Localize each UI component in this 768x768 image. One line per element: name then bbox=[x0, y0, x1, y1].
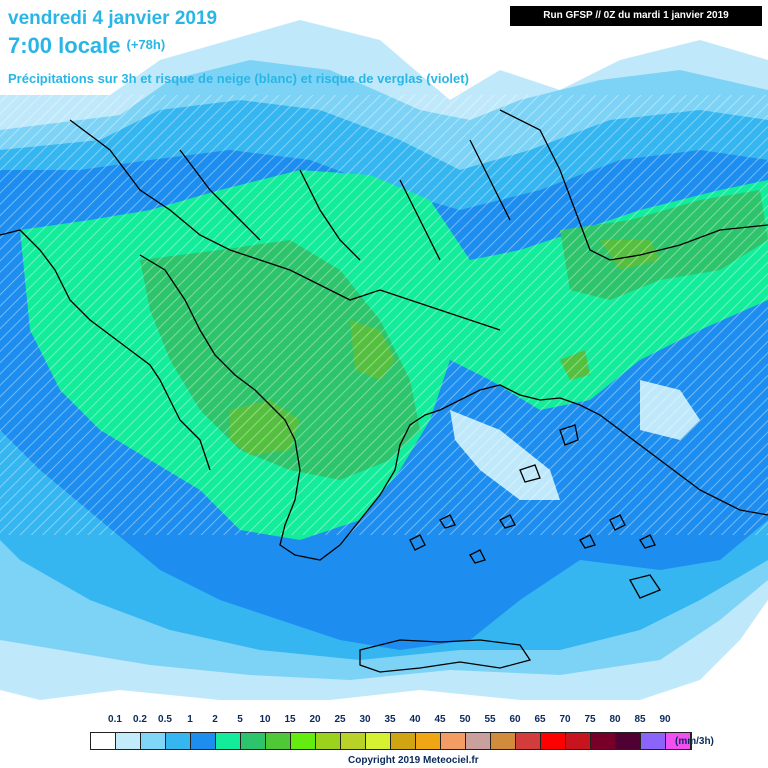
coastline-adriatic bbox=[139, 254, 296, 441]
legend-tick-label: 80 bbox=[609, 714, 621, 725]
legend-swatch bbox=[616, 733, 641, 749]
coastline-crete bbox=[359, 639, 532, 673]
legend-tick-label: 0.5 bbox=[158, 714, 172, 725]
precipitation-legend: 0.1 0.2 0.5 1 2 5 10 15 20 25 30 35 40 45 50 55 60 65 70 75… bbox=[90, 714, 730, 754]
coastline-greece-west bbox=[279, 439, 341, 561]
legend-swatch bbox=[341, 733, 366, 749]
legend-swatch bbox=[391, 733, 416, 749]
legend-swatch bbox=[166, 733, 191, 749]
legend-swatch bbox=[641, 733, 666, 749]
coastline-black-sea bbox=[499, 109, 768, 261]
legend-swatch bbox=[291, 733, 316, 749]
legend-tick-label: 65 bbox=[534, 714, 546, 725]
legend-tick-label: 5 bbox=[237, 714, 243, 725]
legend-color-bar bbox=[90, 732, 692, 750]
snow-hatch-overlay bbox=[0, 95, 768, 535]
legend-unit: (mm/3h) bbox=[675, 736, 714, 747]
country-borders bbox=[69, 119, 511, 331]
legend-swatch bbox=[516, 733, 541, 749]
legend-swatch bbox=[666, 733, 691, 749]
legend-tick-label: 45 bbox=[434, 714, 446, 725]
coastline-turkey bbox=[559, 397, 768, 516]
legend-tick-label: 70 bbox=[559, 714, 571, 725]
legend-swatch bbox=[441, 733, 466, 749]
run-info-box: Run GFSP // 0Z du mardi 1 janvier 2019 bbox=[510, 6, 762, 26]
legend-tick-label: 50 bbox=[459, 714, 471, 725]
legend-tick-label: 10 bbox=[259, 714, 271, 725]
legend-swatch bbox=[416, 733, 441, 749]
legend-swatch bbox=[491, 733, 516, 749]
legend-tick-label: 35 bbox=[384, 714, 396, 725]
legend-tick-label: 75 bbox=[584, 714, 596, 725]
coastline-italy-west bbox=[0, 229, 211, 471]
legend-tick-label: 0.1 bbox=[108, 714, 122, 725]
coastline-greece-east bbox=[339, 384, 561, 546]
forecast-date: vendredi 4 janvier 2019 bbox=[8, 8, 218, 29]
legend-swatch bbox=[366, 733, 391, 749]
legend-swatch bbox=[541, 733, 566, 749]
legend-tick-label: 0.2 bbox=[133, 714, 147, 725]
legend-swatch bbox=[266, 733, 291, 749]
forecast-lead-time: (+78h) bbox=[126, 37, 166, 52]
islands bbox=[409, 424, 661, 599]
legend-swatch bbox=[466, 733, 491, 749]
legend-swatch bbox=[191, 733, 216, 749]
legend-swatch bbox=[216, 733, 241, 749]
legend-swatch bbox=[241, 733, 266, 749]
coastlines-and-borders bbox=[0, 109, 768, 673]
legend-tick-label: 60 bbox=[509, 714, 521, 725]
legend-tick-label: 30 bbox=[359, 714, 371, 725]
legend-swatch bbox=[91, 733, 116, 749]
legend-tick-label: 1 bbox=[187, 714, 193, 725]
legend-tick-label: 40 bbox=[409, 714, 421, 725]
legend-swatch bbox=[566, 733, 591, 749]
legend-tick-label: 55 bbox=[484, 714, 496, 725]
precipitation-field bbox=[0, 20, 768, 700]
legend-swatch bbox=[141, 733, 166, 749]
legend-tick-label: 90 bbox=[659, 714, 671, 725]
legend-swatch bbox=[591, 733, 616, 749]
legend-tick-label: 2 bbox=[212, 714, 218, 725]
forecast-time-label: 7:00 locale bbox=[8, 33, 121, 58]
legend-tick-label: 15 bbox=[284, 714, 296, 725]
legend-swatch bbox=[316, 733, 341, 749]
copyright: Copyright 2019 Meteociel.fr bbox=[348, 755, 479, 766]
forecast-time: 7:00 locale (+78h) bbox=[8, 32, 165, 59]
legend-tick-label: 85 bbox=[634, 714, 646, 725]
legend-swatch bbox=[116, 733, 141, 749]
legend-tick-label: 20 bbox=[309, 714, 321, 725]
legend-tick-label: 25 bbox=[334, 714, 346, 725]
map-subtitle: Précipitations sur 3h et risque de neige… bbox=[8, 71, 469, 86]
